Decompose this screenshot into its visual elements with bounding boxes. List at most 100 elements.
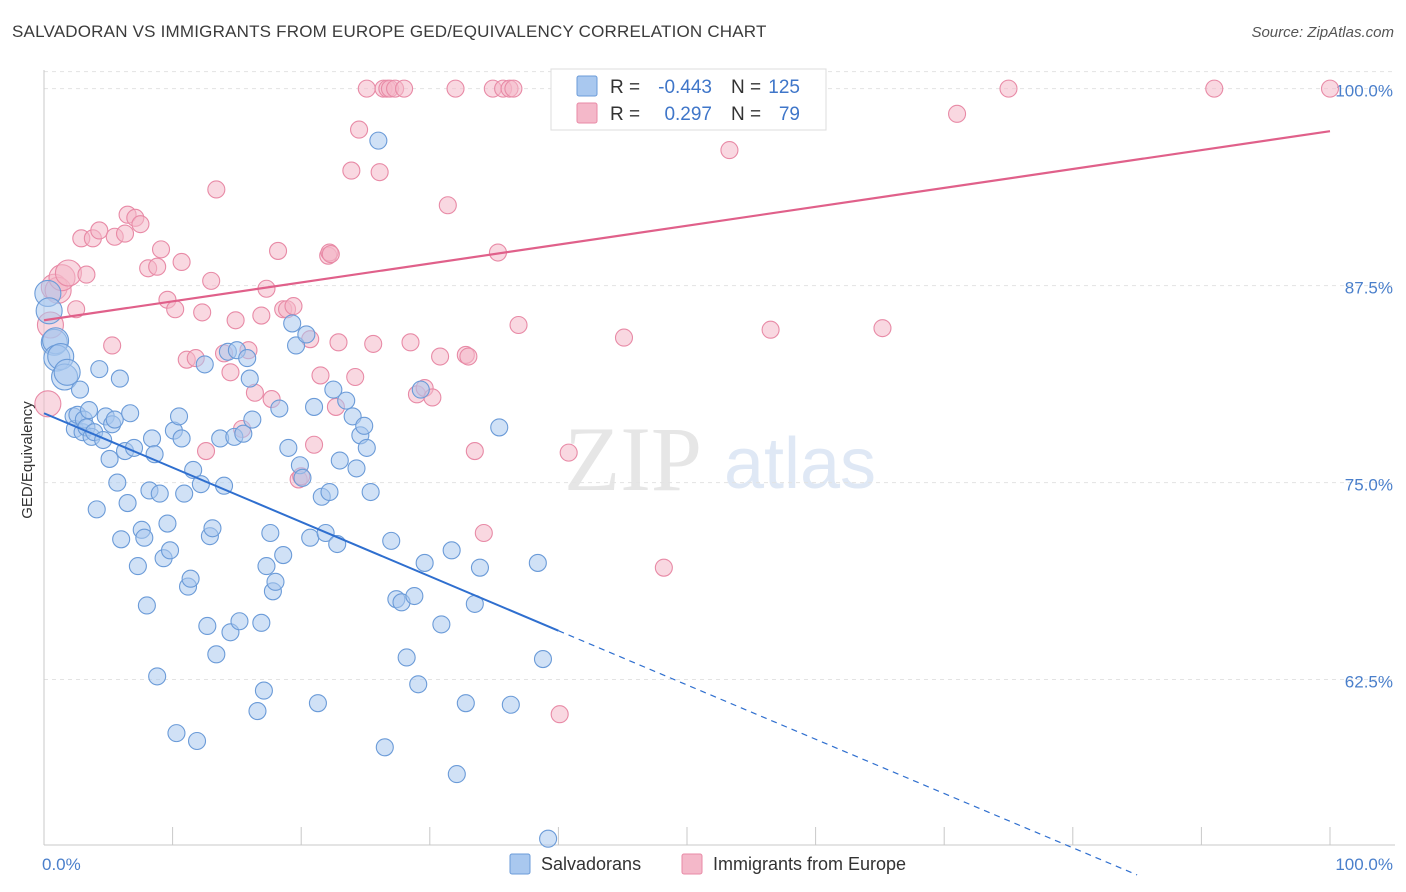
immigrant-point (350, 120, 369, 139)
immigrant-point (269, 241, 288, 260)
salvadoran-point (128, 557, 147, 576)
legend-swatch-salvadorans (576, 75, 598, 97)
immigrant-point (654, 558, 673, 577)
axes (43, 70, 1395, 846)
salvadoran-point (470, 558, 490, 577)
chart-title: SALVADORAN VS IMMIGRANTS FROM EUROPE GED… (12, 22, 767, 41)
salvadoran-point (355, 416, 374, 435)
immigrant-point (401, 333, 420, 352)
immigrant-point (1205, 79, 1224, 98)
immigrant-point (67, 300, 86, 319)
trend-lines (43, 130, 1331, 876)
x-tick-label: 100.0% (1335, 855, 1393, 874)
salvadoran-point (266, 572, 285, 591)
salvadoran-point (369, 131, 388, 150)
trend-line-immigrants (43, 130, 1331, 322)
salvadoran-point (320, 482, 339, 502)
salvadoran-point (397, 648, 416, 667)
immigrant-point (342, 161, 361, 180)
immigrant-point (103, 336, 122, 355)
source-label: Source: ZipAtlas.com (1251, 24, 1394, 41)
salvadoran-point (456, 694, 475, 713)
salvadoran-point (274, 546, 293, 565)
trend-line-salvadorans (43, 412, 559, 632)
legend-n-value-2: 79 (779, 104, 800, 125)
salvadoran-point (270, 399, 289, 418)
immigrant-point (252, 306, 271, 325)
immigrant-point (166, 300, 185, 319)
salvadoran-point (191, 475, 210, 494)
salvadoran-point (203, 519, 222, 538)
immigrant-point (459, 347, 478, 366)
immigrant-point (509, 315, 528, 335)
immigrant-point (720, 141, 739, 160)
immigrant-point (131, 215, 150, 234)
salvadoran-point (87, 500, 106, 519)
y-tick-label: 100.0% (1335, 82, 1393, 101)
salvadoran-point (432, 615, 451, 634)
salvadoran-point (167, 724, 186, 743)
salvadoran-point (533, 650, 553, 669)
immigrant-point (172, 252, 191, 272)
immigrant-point (196, 442, 216, 461)
immigrant-point (151, 240, 171, 259)
salvadoran-point (234, 424, 253, 443)
salvadoran-point (105, 410, 124, 429)
salvadoran-point (121, 404, 140, 423)
immigrant-point (873, 319, 892, 338)
salvadoran-point (181, 569, 200, 588)
immigrant-point (329, 333, 348, 352)
tick-labels: 100.0% 87.5% 75.0% 62.5% 0.0% 100.0% (42, 82, 1393, 874)
bottom-legend-swatch-immigrants (681, 853, 703, 875)
x-tick-label: 0.0% (42, 855, 81, 874)
immigrant-point (614, 328, 634, 347)
salvadoran-point (118, 494, 137, 513)
salvadoran-point (361, 482, 380, 502)
legend-n-label-1: N = (731, 77, 761, 98)
salvadoran-point (195, 355, 214, 374)
bottom-legend-immigrants: Immigrants from Europe (713, 854, 906, 874)
salvadoran-point (187, 731, 207, 751)
salvadoran-point (137, 596, 156, 615)
salvadoran-point (539, 829, 558, 848)
salvadoran-point (243, 410, 262, 429)
immigrant-point (438, 196, 457, 215)
legend-n-value-1: 125 (768, 77, 800, 98)
immigrant-point (761, 320, 780, 339)
salvadoran-point (158, 514, 177, 533)
salvadoran-point (283, 314, 302, 333)
immigrant-point (395, 79, 414, 98)
y-tick-label: 75.0% (1345, 476, 1393, 495)
immigrant-point (357, 79, 376, 98)
immigrant-point (948, 104, 967, 123)
salvadoran-point (501, 695, 520, 714)
series-legend: Salvadorans Immigrants from Europe (509, 853, 906, 875)
salvadoran-point (382, 531, 401, 550)
immigrant-point (34, 390, 62, 418)
salvadoran-point (337, 391, 356, 410)
salvadoran-point (160, 541, 180, 560)
legend-r-value-1: -0.443 (658, 77, 712, 98)
immigrant-point (370, 163, 389, 182)
bottom-legend-swatch-salvadorans (509, 853, 531, 875)
salvadoran-point (442, 541, 461, 560)
immigrant-point (115, 224, 135, 243)
immigrant-point (364, 334, 383, 353)
immigrant-point (193, 303, 212, 322)
y-tick-label: 87.5% (1345, 279, 1393, 298)
immigrant-point (90, 221, 109, 240)
salvadoran-point (79, 401, 99, 420)
salvadoran-point (112, 530, 131, 549)
salvadoran-point (324, 380, 343, 399)
salvadoran-point (198, 616, 217, 636)
salvadoran-point (172, 429, 191, 448)
watermark-atlas: atlas (724, 424, 876, 504)
salvadoran-point (411, 380, 430, 399)
immigrant-point (999, 79, 1018, 98)
salvadoran-point (415, 553, 434, 572)
trend-line-salvadorans-extension (558, 630, 1138, 876)
salvadoran-point (169, 407, 189, 426)
immigrant-point (77, 265, 96, 284)
salvadoran-point (257, 557, 276, 576)
immigrant-point (207, 180, 226, 199)
